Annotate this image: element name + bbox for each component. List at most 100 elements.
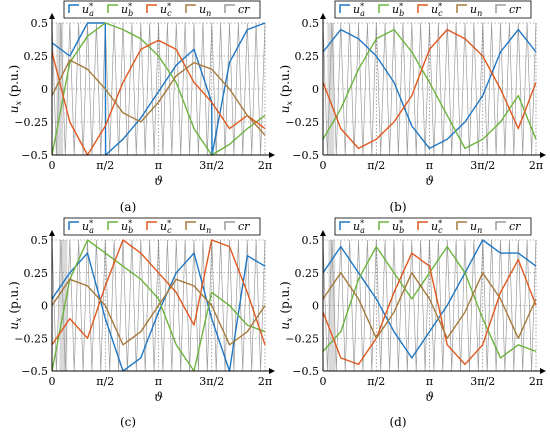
legend-entry: cr: [509, 220, 521, 233]
x-tick-label: 0: [320, 375, 327, 388]
series-line-ua: [51, 22, 266, 156]
legend-entry: u* b: [121, 2, 133, 18]
legend-swatch: [417, 4, 428, 13]
legend-swatch: [339, 4, 350, 13]
legend-entry: un: [470, 3, 482, 18]
y-tick-label: 0.5: [302, 234, 320, 247]
x-axis-label: ϑ: [154, 174, 163, 188]
legend-entry: u* a: [353, 219, 365, 235]
legend-swatch: [68, 221, 79, 230]
y-tick-label: 0: [312, 300, 319, 313]
legend-entry: un: [470, 220, 482, 235]
y-tick-label: 0.25: [295, 50, 320, 63]
y-tick-label: 0: [41, 83, 48, 96]
series-line-ub: [322, 245, 537, 359]
legend: u* a u* b u* c un cr: [63, 0, 261, 19]
legend-entry: u* c: [160, 219, 172, 235]
y-tick-label: −0.5: [21, 149, 48, 162]
legend-entry: u* b: [392, 219, 404, 235]
x-axis-label: ϑ: [154, 390, 163, 404]
y-axis-arrow: [49, 13, 55, 19]
series-line-un: [51, 278, 266, 346]
series-line-uc: [322, 252, 537, 366]
series-line-uc: [322, 28, 537, 150]
series-line-uc: [51, 239, 266, 346]
y-axis-arrow: [320, 13, 326, 19]
series-line-ub: [322, 28, 537, 150]
legend-swatch: [456, 221, 467, 230]
svg-text:ux (p.u.): ux (p.u.): [7, 281, 23, 329]
panel-label: (a): [120, 200, 137, 214]
x-tick-label: 0: [49, 375, 56, 388]
y-axis-label: ux (p.u.): [278, 281, 294, 329]
panel-label: (b): [389, 200, 406, 214]
legend-swatch: [378, 4, 389, 13]
legend-entry: cr: [509, 3, 521, 16]
y-tick-label: 0.5: [31, 234, 49, 247]
legend-entry: u* c: [431, 2, 443, 18]
y-tick-label: −0.25: [14, 332, 48, 345]
series-line-ub: [51, 22, 266, 156]
y-tick-label: −0.25: [14, 116, 48, 129]
legend-swatch: [495, 221, 506, 230]
svg-text:ux (p.u.): ux (p.u.): [7, 65, 23, 113]
y-axis-label: ux (p.u.): [7, 65, 23, 113]
legend: u* a u* b u* c un cr: [63, 217, 261, 236]
x-tick-label: 3π/2: [470, 159, 495, 172]
legend-entry: u* a: [353, 2, 365, 18]
legend-entry: cr: [238, 220, 250, 233]
series-line-ua: [322, 28, 537, 150]
panel-label: (d): [389, 415, 406, 429]
svg-text:ux (p.u.): ux (p.u.): [278, 281, 294, 329]
x-tick-label: 0: [320, 159, 327, 172]
legend-swatch: [146, 4, 157, 13]
legend-entry: u* c: [431, 219, 443, 235]
y-tick-label: 0.5: [302, 17, 320, 30]
x-tick-label: π/2: [367, 375, 385, 388]
legend-swatch: [185, 221, 196, 230]
svg-text:ux (p.u.): ux (p.u.): [278, 65, 294, 113]
y-tick-label: 0.25: [24, 50, 49, 63]
legend-entry: cr: [238, 3, 250, 16]
y-tick-label: 0.25: [24, 267, 49, 280]
legend-swatch: [378, 221, 389, 230]
y-tick-label: −0.25: [285, 116, 319, 129]
legend-swatch: [68, 4, 79, 13]
y-tick-label: −0.5: [292, 149, 319, 162]
y-axis-arrow: [320, 230, 326, 236]
y-tick-label: 0: [41, 300, 48, 313]
legend-entry: u* a: [82, 2, 94, 18]
legend-swatch: [107, 221, 118, 230]
legend-swatch: [224, 221, 235, 230]
x-axis-label: ϑ: [425, 390, 434, 404]
highlight-band: [328, 240, 336, 371]
panel-label: (c): [120, 415, 136, 429]
legend-entry: un: [199, 3, 211, 18]
y-tick-label: −0.5: [21, 365, 48, 378]
y-tick-label: 0.5: [31, 17, 49, 30]
x-tick-label: 2π: [529, 159, 543, 172]
x-axis-arrow: [269, 152, 275, 158]
series-line-un: [322, 272, 537, 339]
legend-entry: u* b: [121, 219, 133, 235]
series-line-un: [51, 59, 266, 136]
y-tick-label: −0.5: [292, 365, 319, 378]
legend-swatch: [185, 4, 196, 13]
x-tick-label: 0: [49, 159, 56, 172]
legend-entry: u* a: [82, 219, 94, 235]
y-tick-label: 0: [312, 83, 319, 96]
x-axis-arrow: [540, 152, 546, 158]
x-tick-label: 2π: [258, 159, 272, 172]
y-tick-label: −0.25: [285, 332, 319, 345]
series-line-ub: [51, 239, 266, 372]
x-tick-label: π/2: [96, 159, 114, 172]
y-axis-arrow: [49, 230, 55, 236]
x-axis-arrow: [540, 368, 546, 374]
legend: u* a u* b u* c un cr: [334, 217, 532, 236]
x-tick-label: 3π/2: [199, 159, 224, 172]
y-tick-label: 0.25: [295, 267, 320, 280]
